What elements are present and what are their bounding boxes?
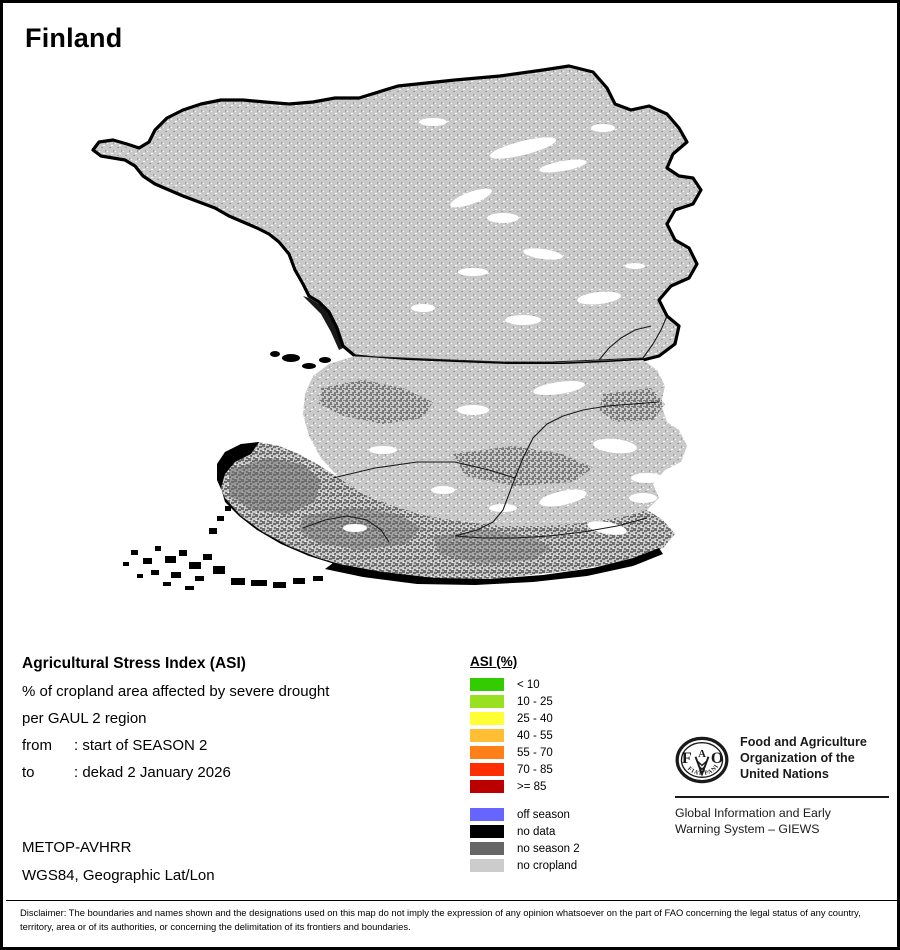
disclaimer-text: Disclaimer: The boundaries and names sho… — [20, 907, 861, 932]
description-heading: Agricultural Stress Index (ASI) — [22, 655, 246, 672]
description-block: Agricultural Stress Index (ASI) % of cro… — [22, 655, 452, 791]
map-kvarken-islands — [270, 351, 331, 369]
giews-line-2: Warning System – GIEWS — [675, 822, 820, 837]
fao-logo-icon: F O A FIAT PANIS — [675, 733, 729, 784]
fao-branding: F O A FIAT PANIS Food and Agriculture Or… — [675, 733, 889, 838]
fao-divider — [675, 796, 889, 798]
legend-status-row: no season 2 — [470, 840, 580, 857]
legend-class-row: 25 - 40 — [470, 710, 580, 727]
map-no-data-coast — [123, 296, 663, 590]
period-to-value: : dekad 2 January 2026 — [74, 764, 231, 781]
legend-status-swatch — [470, 825, 504, 838]
legend-class-swatch — [470, 763, 504, 776]
legend-status-row: no cropland — [470, 857, 580, 874]
legend-status-label: no season 2 — [517, 842, 580, 855]
period-from-key: from — [22, 737, 52, 754]
legend-class-swatch — [470, 780, 504, 793]
legend-class-row: 70 - 85 — [470, 761, 580, 778]
legend-class-label: 70 - 85 — [517, 763, 553, 776]
legend-status-list: off season no data no season 2 no cropland — [470, 806, 580, 874]
page-title: Finland — [25, 23, 123, 53]
svg-text:O: O — [711, 749, 724, 767]
legend-class-label: < 10 — [517, 678, 540, 691]
map-region-north — [91, 64, 703, 366]
legend-class-swatch — [470, 678, 504, 691]
legend-spacer — [470, 795, 580, 806]
description-line-2: per GAUL 2 region — [22, 710, 147, 727]
fao-organization-name: Food and Agriculture Organization of the… — [740, 733, 867, 783]
disclaimer-divider — [6, 900, 897, 901]
map-speckle-south — [229, 458, 551, 564]
giews-name: Global Information and Early Warning Sys… — [675, 805, 889, 838]
legend-title: ASI (%) — [470, 654, 518, 669]
legend-class-label: 55 - 70 — [517, 746, 553, 759]
fao-header-row: F O A FIAT PANIS Food and Agriculture Or… — [675, 733, 889, 787]
legend-class-row: 10 - 25 — [470, 693, 580, 710]
legend-status-label: no cropland — [517, 859, 578, 872]
projection-label: WGS84, Geographic Lat/Lon — [22, 867, 215, 884]
fao-org-line-3: United Nations — [740, 767, 829, 782]
legend-class-row: 55 - 70 — [470, 744, 580, 761]
map-speckle-mid — [319, 380, 665, 486]
finland-map-svg — [91, 64, 703, 590]
svg-text:F: F — [682, 749, 692, 767]
legend-class-row: < 10 — [470, 676, 580, 693]
svg-text:A: A — [698, 748, 706, 760]
legend-class-swatch — [470, 695, 504, 708]
legend-class-swatch — [470, 712, 504, 725]
map-canvas[interactable] — [3, 58, 897, 633]
map-admin-borders — [302, 315, 668, 543]
legend-class-swatch — [470, 729, 504, 742]
period-to-key: to — [22, 764, 35, 781]
legend-status-label: off season — [517, 808, 570, 821]
legend-class-label: 25 - 40 — [517, 712, 553, 725]
giews-line-1: Global Information and Early — [675, 806, 831, 820]
map-region-central — [303, 356, 687, 526]
legend-class-list: < 10 10 - 25 25 - 40 40 - 55 55 - 70 70 - 85 >… — [470, 676, 580, 795]
legend-status-swatch — [470, 808, 504, 821]
map-archipelago — [123, 506, 323, 590]
period-from-row: from : start of SEASON 2 — [22, 737, 452, 754]
legend-status-row: off season — [470, 806, 580, 823]
map-lakes-central — [369, 381, 663, 483]
legend-class-label: >= 85 — [517, 780, 547, 793]
sensor-label: METOP-AVHRR — [22, 839, 132, 856]
metadata-block: METOP-AVHRR WGS84, Geographic Lat/Lon — [22, 839, 452, 895]
legend-status-swatch — [470, 842, 504, 855]
legend-status-label: no data — [517, 825, 556, 838]
fao-org-line-1: Food and Agriculture — [740, 735, 867, 749]
description-line-1: % of cropland area affected by severe dr… — [22, 683, 330, 700]
period-from-value: : start of SEASON 2 — [74, 737, 208, 754]
legend-class-row: 40 - 55 — [470, 727, 580, 744]
fao-org-line-2: Organization of the — [740, 751, 855, 766]
legend-class-label: 10 - 25 — [517, 695, 553, 708]
legend-class-label: 40 - 55 — [517, 729, 553, 742]
legend-class-row: >= 85 — [470, 778, 580, 795]
period-to-row: to : dekad 2 January 2026 — [22, 764, 452, 781]
map-legend: ASI (%) < 10 10 - 25 25 - 40 40 - 55 55 - 70… — [470, 654, 580, 874]
legend-status-row: no data — [470, 823, 580, 840]
legend-status-swatch — [470, 859, 504, 872]
map-region-south — [217, 442, 675, 580]
legend-class-swatch — [470, 746, 504, 759]
map-lakes-north — [411, 118, 645, 325]
